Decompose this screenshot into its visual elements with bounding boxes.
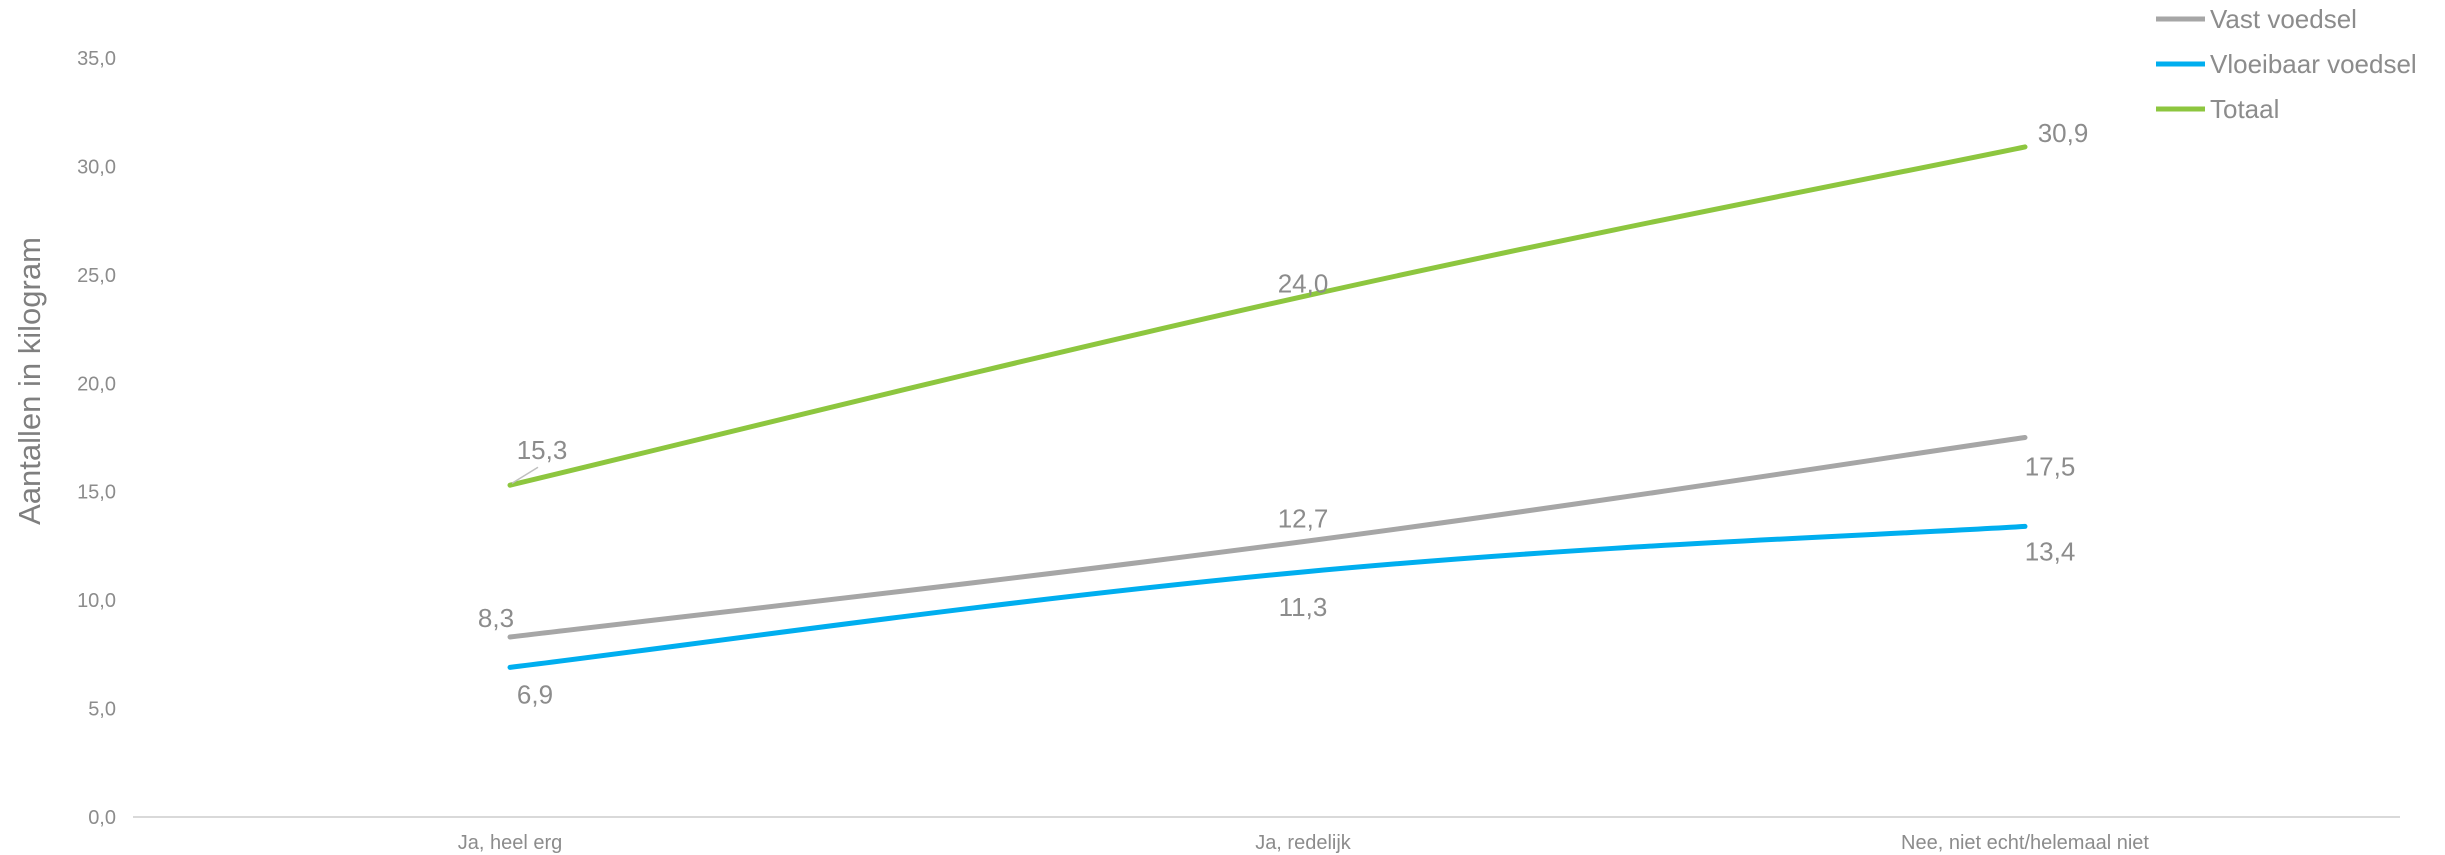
data-label-leader-line (511, 466, 539, 484)
y-tick-label: 35,0 (77, 48, 116, 70)
series-line-vast-voedsel (507, 435, 2028, 640)
legend: Vast voedsel Vloeibaar voedsel Totaal (2156, 4, 2417, 124)
y-tick-label: 0,0 (88, 807, 116, 829)
y-tick-label: 5,0 (88, 699, 116, 721)
y-tick-label: 25,0 (77, 265, 116, 287)
x-tick-label: Ja, redelijk (1255, 832, 1352, 854)
y-tick-label: 20,0 (77, 373, 116, 395)
legend-label: Totaal (2210, 94, 2279, 124)
data-label: 30,9 (2038, 118, 2089, 148)
y-tick-labels: 0,0 5,0 10,0 15,0 20,0 25,0 30,0 35,0 (77, 48, 116, 829)
data-label: 12,7 (1278, 504, 1329, 534)
series-lines (507, 144, 2028, 670)
series-line-totaal (507, 144, 2028, 488)
data-label: 15,3 (517, 435, 568, 465)
x-tick-labels: Ja, heel erg Ja, redelijk Nee, niet echt/h… (458, 832, 2150, 854)
data-label: 8,3 (478, 603, 514, 633)
y-tick-label: 10,0 (77, 590, 116, 612)
x-tick-label: Nee, niet echt/helemaal niet (1901, 832, 2149, 854)
data-label: 11,3 (1279, 592, 1328, 622)
y-tick-label: 15,0 (77, 482, 116, 504)
legend-label: Vloeibaar voedsel (2210, 49, 2417, 79)
data-label: 13,4 (2025, 536, 2076, 566)
y-tick-label: 30,0 (77, 156, 116, 178)
data-label: 17,5 (2025, 452, 2076, 482)
x-tick-label: Ja, heel erg (458, 832, 563, 854)
series-line-vloeibaar-voedsel (507, 523, 2028, 670)
data-labels: 8,3 12,7 17,5 6,9 11,3 13,4 15,3 24,0 30,9 (478, 118, 2088, 709)
data-label: 24,0 (1278, 269, 1329, 299)
data-label: 6,9 (517, 679, 553, 709)
legend-label: Vast voedsel (2210, 4, 2357, 34)
y-axis-label: Aantallen in kilogram (12, 237, 47, 525)
